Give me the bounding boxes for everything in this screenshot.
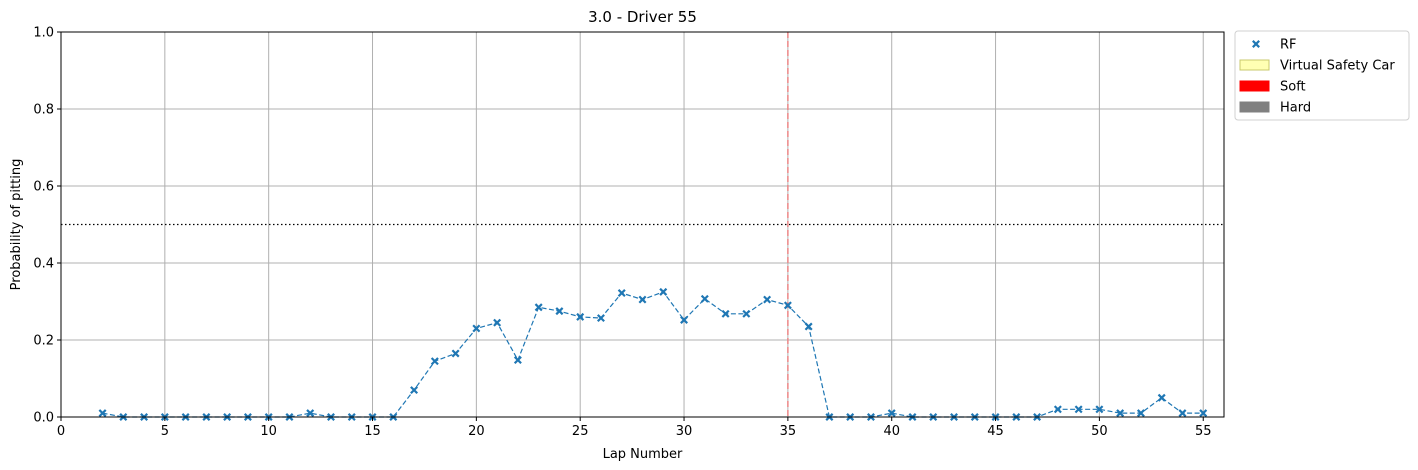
data-point (472, 324, 481, 333)
chart-title: 3.0 - Driver 55 (588, 8, 697, 26)
legend: RF Virtual Safety Car Soft Hard (1234, 30, 1410, 121)
y-tick-label: 0.6 (33, 180, 54, 195)
data-point (1136, 409, 1145, 418)
reference-lines (61, 32, 1224, 417)
data-point (555, 307, 564, 316)
y-tick-label: 0.8 (33, 103, 54, 118)
x-tick-label: 50 (1091, 424, 1108, 439)
legend-label: Hard (1280, 101, 1311, 116)
data-point (410, 386, 419, 395)
data-point (742, 309, 751, 318)
data-point (596, 314, 605, 323)
data-point (513, 356, 522, 364)
x-axis-ticks: 0 5 10 15 20 25 30 35 40 45 50 55 (57, 417, 1212, 439)
data-point (1116, 409, 1125, 418)
data-point (1074, 405, 1083, 414)
data-point (680, 316, 689, 324)
y-axis-ticks: 0.0 0.2 0.4 0.6 0.8 1.0 (33, 26, 61, 426)
legend-label: Soft (1280, 80, 1306, 95)
y-tick-label: 0.2 (33, 334, 54, 349)
x-tick-label: 55 (1195, 424, 1212, 439)
data-point (493, 318, 502, 327)
series-line (102, 291, 1204, 418)
x-tick-label: 15 (364, 424, 381, 439)
data-point (783, 301, 792, 310)
x-tick-label: 45 (987, 424, 1004, 439)
y-tick-label: 0.0 (33, 411, 54, 426)
data-point (638, 295, 647, 304)
x-axis-title: Lap Number (603, 447, 683, 462)
legend-frame (1234, 30, 1410, 121)
x-tick-label: 5 (161, 424, 169, 439)
data-point (534, 303, 543, 312)
x-tick-label: 30 (676, 424, 693, 439)
x-tick-label: 20 (468, 424, 485, 439)
legend-swatch (1239, 101, 1270, 113)
y-tick-label: 0.4 (33, 257, 54, 272)
legend-label: Virtual Safety Car (1280, 59, 1395, 74)
data-point (306, 409, 315, 418)
legend-swatch (1239, 59, 1270, 71)
legend-label: RF (1280, 38, 1297, 53)
y-axis-title: Probability of pitting (9, 159, 24, 291)
data-point (763, 295, 772, 304)
data-point (576, 312, 585, 321)
data-point (700, 294, 709, 303)
data-point (659, 287, 668, 296)
data-point (98, 409, 107, 418)
data-point (430, 357, 439, 366)
data-point (887, 409, 896, 418)
plot-frame (60, 31, 1225, 418)
data-point (1157, 393, 1166, 402)
series-rf (98, 287, 1208, 421)
data-point (804, 322, 813, 331)
legend-swatch (1239, 80, 1270, 92)
data-point (451, 349, 460, 358)
data-point (1178, 409, 1187, 418)
x-tick-label: 35 (780, 424, 797, 439)
y-tick-label: 1.0 (33, 26, 54, 41)
data-point (1053, 405, 1062, 414)
data-point (1095, 405, 1104, 414)
x-tick-label: 0 (57, 424, 65, 439)
data-point (617, 289, 626, 298)
legend-marker-rf (1252, 40, 1260, 48)
data-point (721, 309, 730, 318)
data-point (1199, 409, 1208, 418)
x-tick-label: 25 (572, 424, 589, 439)
x-tick-label: 10 (260, 424, 277, 439)
x-tick-label: 40 (883, 424, 900, 439)
